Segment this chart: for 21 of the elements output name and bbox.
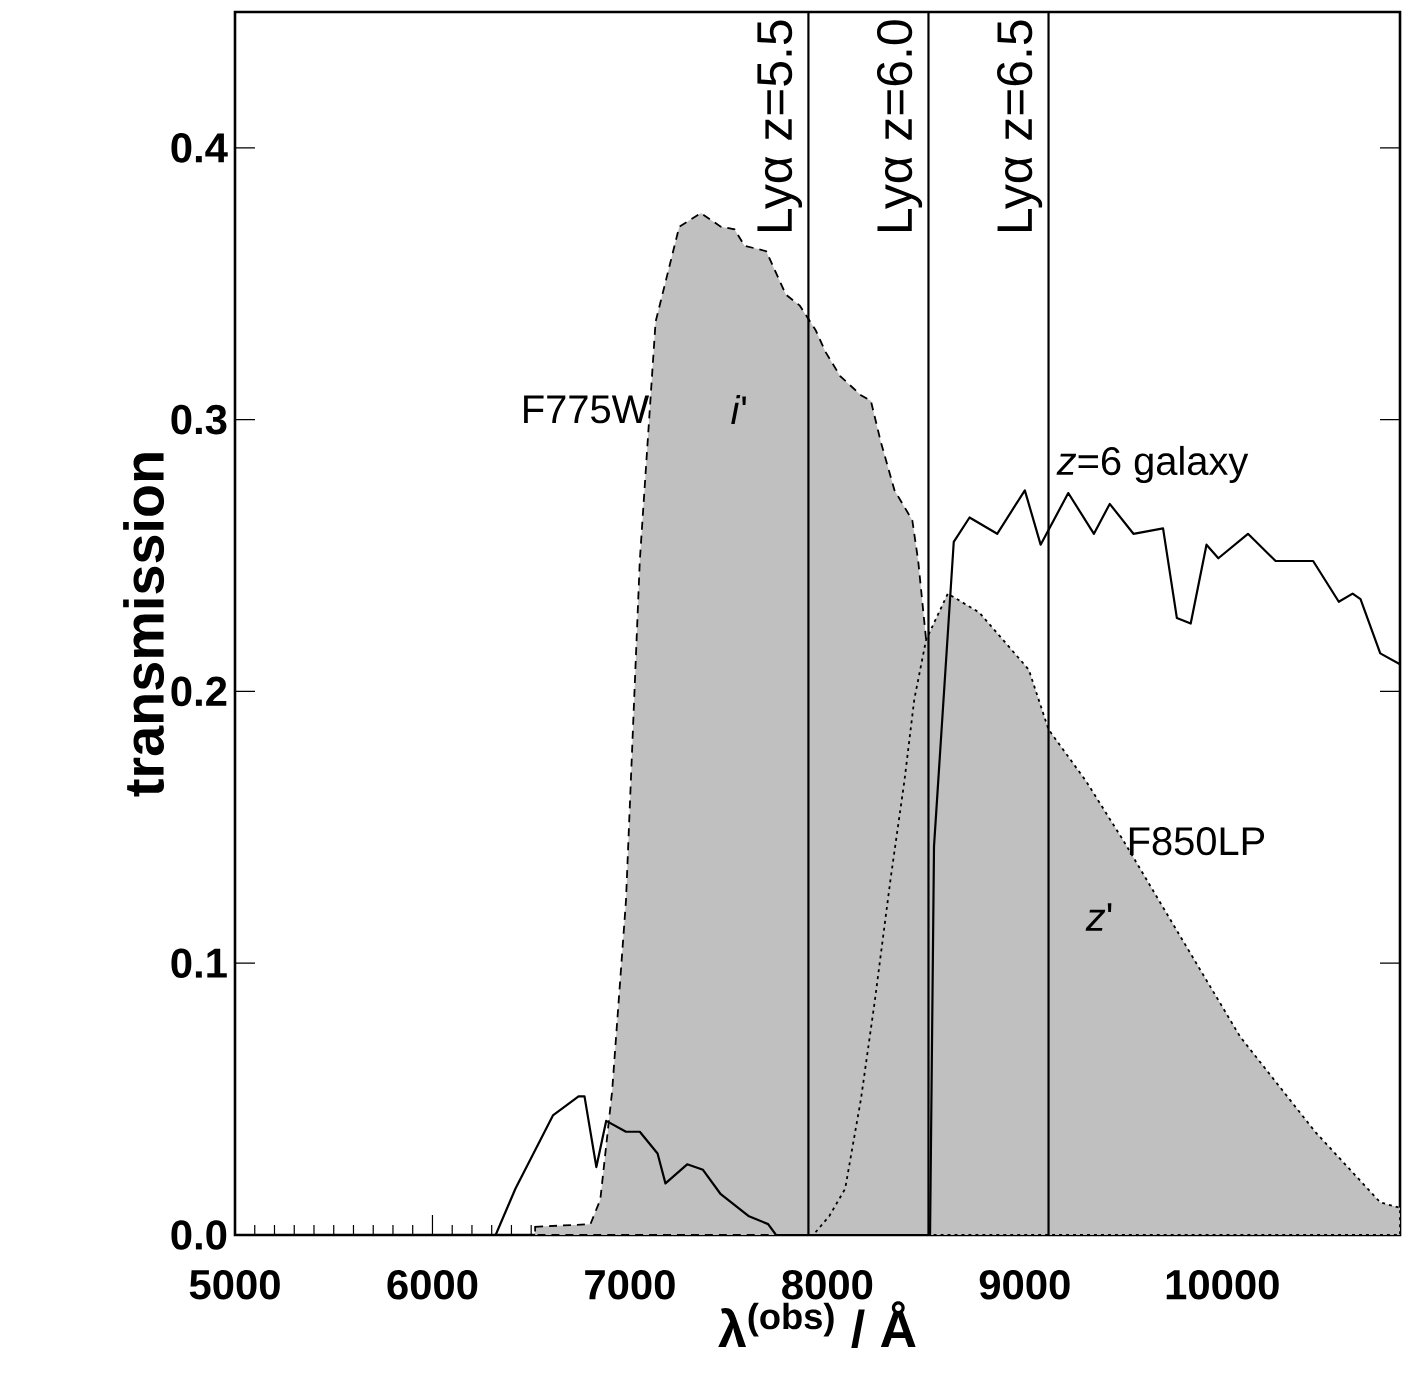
- annotation: Lyα z=6.0: [876, 20, 923, 231]
- annotation: z': [1085, 903, 1112, 931]
- y-tick-label: 0.3: [171, 404, 227, 435]
- x-axis-title: λ$^{(obs)}$ / Å: [718, 1301, 916, 1348]
- y-tick-label: 0.0: [171, 1220, 227, 1250]
- x-tick-label: 5000: [189, 1269, 280, 1300]
- annotation: Lyα z=5.5: [757, 20, 803, 231]
- annotation: F775W: [524, 395, 650, 424]
- x-tick-label: 6000: [387, 1269, 478, 1300]
- annotation: z=6 galaxy: [1056, 445, 1249, 484]
- annotation: Lyα z=6.5: [997, 20, 1043, 231]
- y-tick-label: 0.2: [171, 676, 227, 707]
- x-tick-label: 8000: [782, 1269, 873, 1300]
- annotation: i': [731, 395, 746, 424]
- x-tick-label: 9000: [979, 1269, 1070, 1300]
- y-tick-label: 0.4: [171, 133, 228, 163]
- annotation: F850LP: [1129, 827, 1265, 856]
- y-tick-label: 0.1: [171, 948, 227, 979]
- y-axis-title: transmission: [123, 453, 165, 797]
- x-tick-label: 7000: [585, 1269, 675, 1300]
- x-tick-label: 10000: [1166, 1269, 1279, 1300]
